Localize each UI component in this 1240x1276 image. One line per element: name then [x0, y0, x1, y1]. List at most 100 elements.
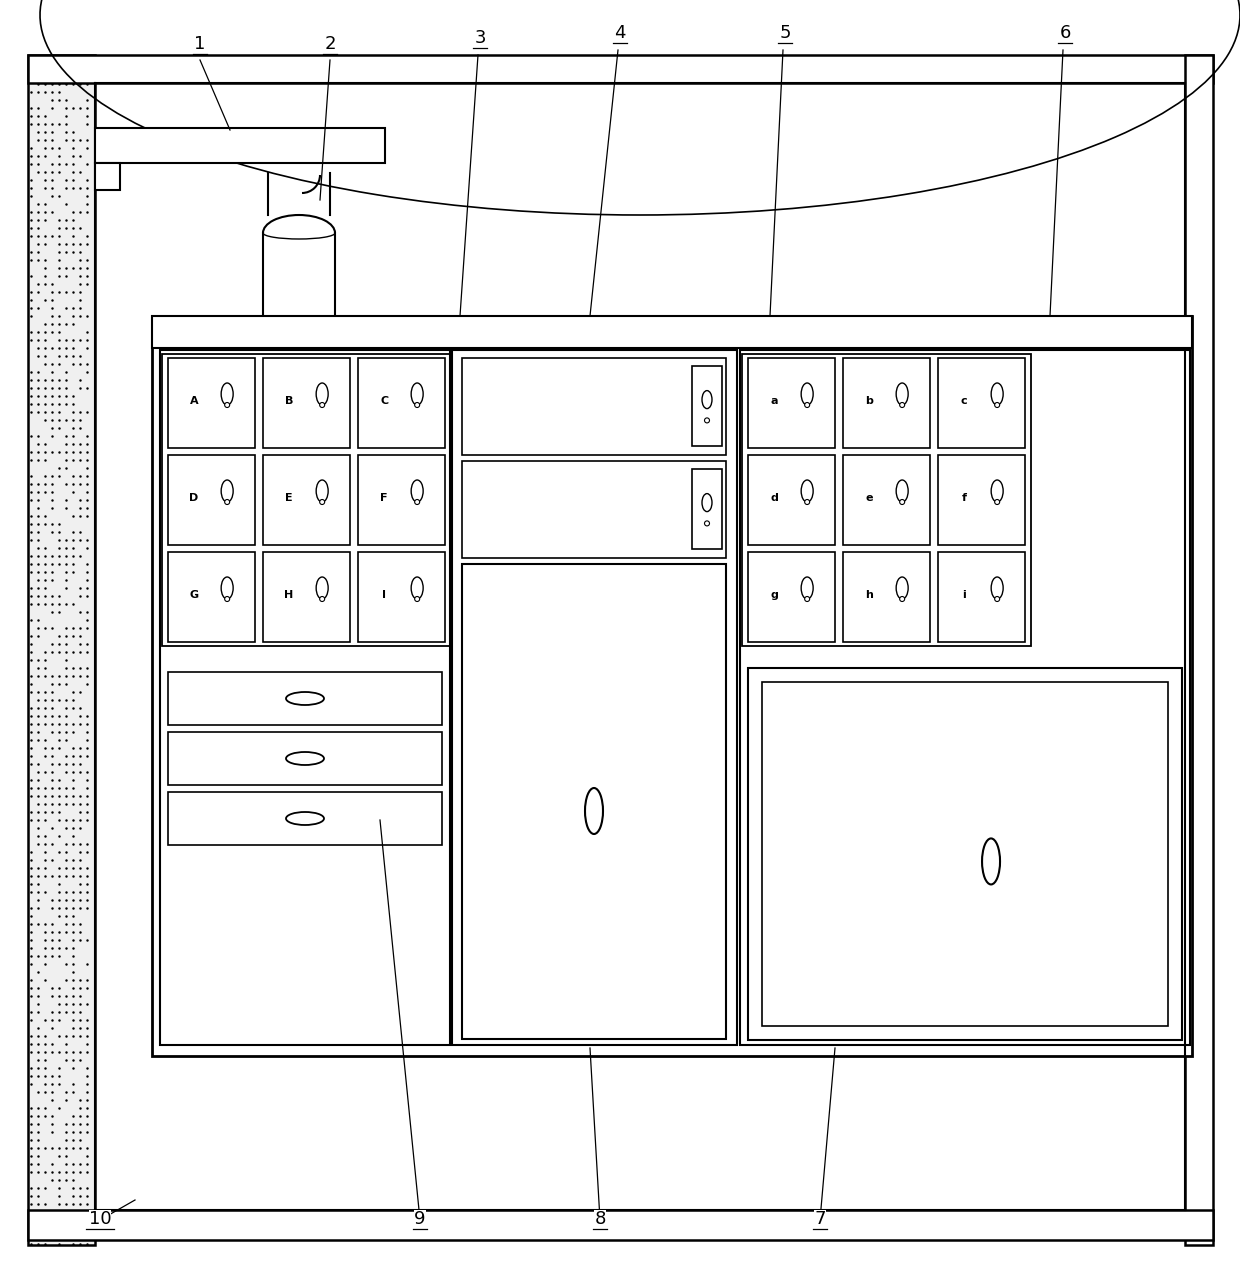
- Text: H: H: [284, 591, 294, 600]
- Bar: [748, 553, 835, 642]
- Ellipse shape: [801, 480, 813, 501]
- Text: 9: 9: [414, 1210, 425, 1228]
- Text: 4: 4: [614, 24, 626, 42]
- Bar: [153, 316, 1192, 1057]
- Ellipse shape: [900, 596, 905, 601]
- Text: 2: 2: [324, 34, 336, 54]
- Bar: [29, 1210, 1213, 1240]
- Ellipse shape: [991, 577, 1003, 598]
- Ellipse shape: [320, 499, 325, 504]
- Text: 8: 8: [594, 1210, 605, 1228]
- Ellipse shape: [221, 577, 233, 598]
- Text: d: d: [770, 494, 777, 503]
- Text: e: e: [866, 494, 873, 503]
- Bar: [740, 350, 1190, 1045]
- Bar: [263, 359, 350, 448]
- Bar: [742, 353, 1030, 646]
- Ellipse shape: [414, 596, 419, 601]
- Bar: [167, 553, 255, 642]
- Ellipse shape: [224, 402, 229, 407]
- Ellipse shape: [286, 812, 324, 826]
- Ellipse shape: [414, 402, 419, 407]
- Bar: [453, 350, 737, 1045]
- Ellipse shape: [414, 499, 419, 504]
- Bar: [263, 456, 350, 545]
- Ellipse shape: [412, 577, 423, 598]
- Bar: [937, 553, 1025, 642]
- Bar: [167, 792, 441, 845]
- Ellipse shape: [316, 383, 329, 404]
- Ellipse shape: [991, 383, 1003, 404]
- Bar: [263, 553, 350, 642]
- Text: B: B: [285, 397, 294, 406]
- Bar: [463, 359, 725, 456]
- Ellipse shape: [224, 499, 229, 504]
- Text: A: A: [190, 397, 198, 406]
- Bar: [160, 350, 450, 1045]
- Ellipse shape: [702, 390, 712, 408]
- Text: D: D: [190, 494, 198, 503]
- Bar: [358, 553, 445, 642]
- Ellipse shape: [702, 494, 712, 512]
- Bar: [843, 553, 930, 642]
- Bar: [843, 456, 930, 545]
- Text: 3: 3: [474, 29, 486, 47]
- Text: a: a: [770, 397, 777, 406]
- Bar: [692, 470, 722, 549]
- Text: g: g: [770, 591, 777, 600]
- Bar: [358, 456, 445, 545]
- Bar: [843, 359, 930, 448]
- Ellipse shape: [316, 577, 329, 598]
- Ellipse shape: [982, 838, 999, 884]
- Ellipse shape: [805, 402, 810, 407]
- Ellipse shape: [897, 480, 908, 501]
- Text: I: I: [382, 591, 386, 600]
- Ellipse shape: [704, 521, 709, 526]
- Ellipse shape: [224, 596, 229, 601]
- Bar: [937, 456, 1025, 545]
- Bar: [167, 456, 255, 545]
- Ellipse shape: [805, 596, 810, 601]
- Ellipse shape: [704, 419, 709, 422]
- Bar: [167, 359, 255, 448]
- Bar: [29, 55, 1213, 83]
- Bar: [95, 128, 384, 163]
- Bar: [358, 359, 445, 448]
- Bar: [167, 732, 441, 785]
- Text: 7: 7: [815, 1210, 826, 1228]
- Bar: [748, 359, 835, 448]
- Bar: [167, 672, 441, 725]
- Bar: [748, 669, 1182, 1040]
- Ellipse shape: [412, 383, 423, 404]
- Ellipse shape: [801, 383, 813, 404]
- Ellipse shape: [801, 577, 813, 598]
- Ellipse shape: [585, 789, 603, 835]
- Ellipse shape: [897, 383, 908, 404]
- Bar: [95, 163, 120, 190]
- Bar: [937, 359, 1025, 448]
- Ellipse shape: [805, 499, 810, 504]
- Ellipse shape: [412, 480, 423, 501]
- Text: F: F: [381, 494, 388, 503]
- Ellipse shape: [316, 480, 329, 501]
- Ellipse shape: [994, 499, 999, 504]
- Ellipse shape: [221, 480, 233, 501]
- Ellipse shape: [991, 480, 1003, 501]
- Bar: [29, 55, 95, 1245]
- Ellipse shape: [897, 577, 908, 598]
- Ellipse shape: [286, 692, 324, 706]
- Bar: [748, 456, 835, 545]
- Ellipse shape: [320, 596, 325, 601]
- Text: b: b: [866, 397, 873, 406]
- Bar: [763, 681, 1168, 1026]
- Ellipse shape: [900, 499, 905, 504]
- Text: 5: 5: [779, 24, 791, 42]
- Text: f: f: [961, 494, 967, 503]
- Ellipse shape: [994, 402, 999, 407]
- Bar: [162, 353, 451, 646]
- Ellipse shape: [320, 402, 325, 407]
- Text: 6: 6: [1059, 24, 1070, 42]
- Ellipse shape: [900, 402, 905, 407]
- Text: c: c: [961, 397, 967, 406]
- Bar: [1185, 55, 1213, 1245]
